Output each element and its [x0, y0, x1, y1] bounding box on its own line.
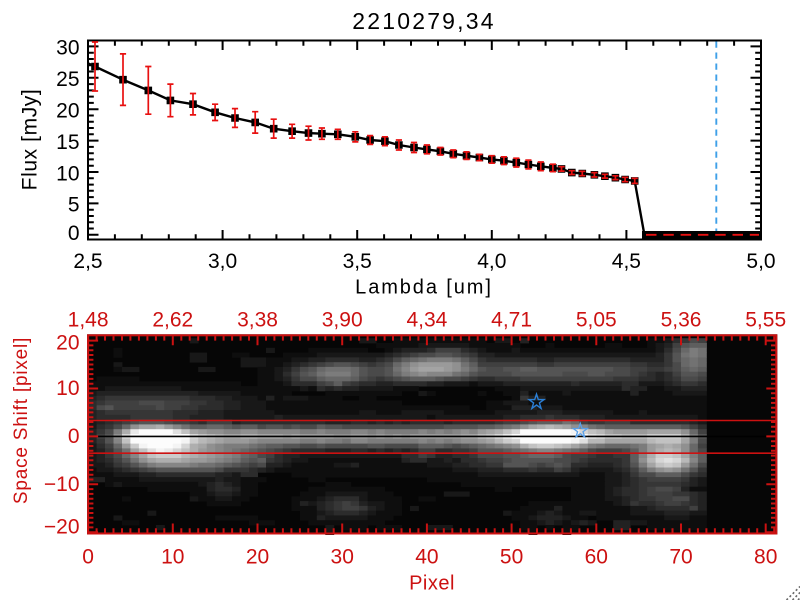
svg-text:−10: −10 [44, 473, 80, 496]
svg-text:20: 20 [56, 332, 79, 355]
svg-text:30: 30 [331, 546, 354, 569]
svg-text:3,90: 3,90 [322, 308, 363, 331]
svg-text:5,0: 5,0 [746, 250, 775, 273]
svg-text:10: 10 [56, 377, 79, 400]
svg-text:3,5: 3,5 [343, 250, 372, 273]
svg-text:Lambda [um]: Lambda [um] [355, 277, 493, 299]
svg-text:5,55: 5,55 [745, 308, 786, 331]
svg-text:−20: −20 [44, 516, 80, 539]
svg-text:1,48: 1,48 [68, 308, 109, 331]
svg-text:Pixel: Pixel [409, 573, 455, 595]
svg-text:5: 5 [68, 194, 80, 217]
svg-text:4,5: 4,5 [612, 250, 641, 273]
svg-text:10: 10 [56, 162, 79, 185]
svg-text:0: 0 [82, 546, 94, 569]
svg-text:Flux [mJy]: Flux [mJy] [19, 89, 42, 191]
svg-text:5,05: 5,05 [576, 308, 617, 331]
svg-text:2210279,34: 2210279,34 [352, 8, 496, 34]
svg-text:3,38: 3,38 [237, 308, 278, 331]
svg-text:4,0: 4,0 [477, 250, 506, 273]
svg-text:80: 80 [754, 546, 777, 569]
svg-text:25: 25 [56, 68, 79, 91]
svg-text:3,0: 3,0 [208, 250, 237, 273]
svg-text:4,34: 4,34 [406, 308, 447, 331]
svg-text:30: 30 [56, 37, 79, 60]
svg-text:5,36: 5,36 [661, 308, 702, 331]
svg-text:Space Shift [pixel]: Space Shift [pixel] [11, 337, 32, 504]
svg-text:0: 0 [68, 425, 80, 448]
svg-text:2,5: 2,5 [73, 250, 102, 273]
svg-text:4,71: 4,71 [491, 308, 532, 331]
svg-text:20: 20 [56, 100, 79, 123]
svg-text:2,62: 2,62 [152, 308, 193, 331]
svg-text:70: 70 [669, 546, 692, 569]
svg-text:40: 40 [415, 546, 438, 569]
svg-text:60: 60 [585, 546, 608, 569]
svg-text:10: 10 [161, 546, 184, 569]
svg-text:20: 20 [246, 546, 269, 569]
svg-text:50: 50 [500, 546, 523, 569]
svg-text:15: 15 [56, 131, 79, 154]
svg-text:0: 0 [68, 222, 80, 245]
